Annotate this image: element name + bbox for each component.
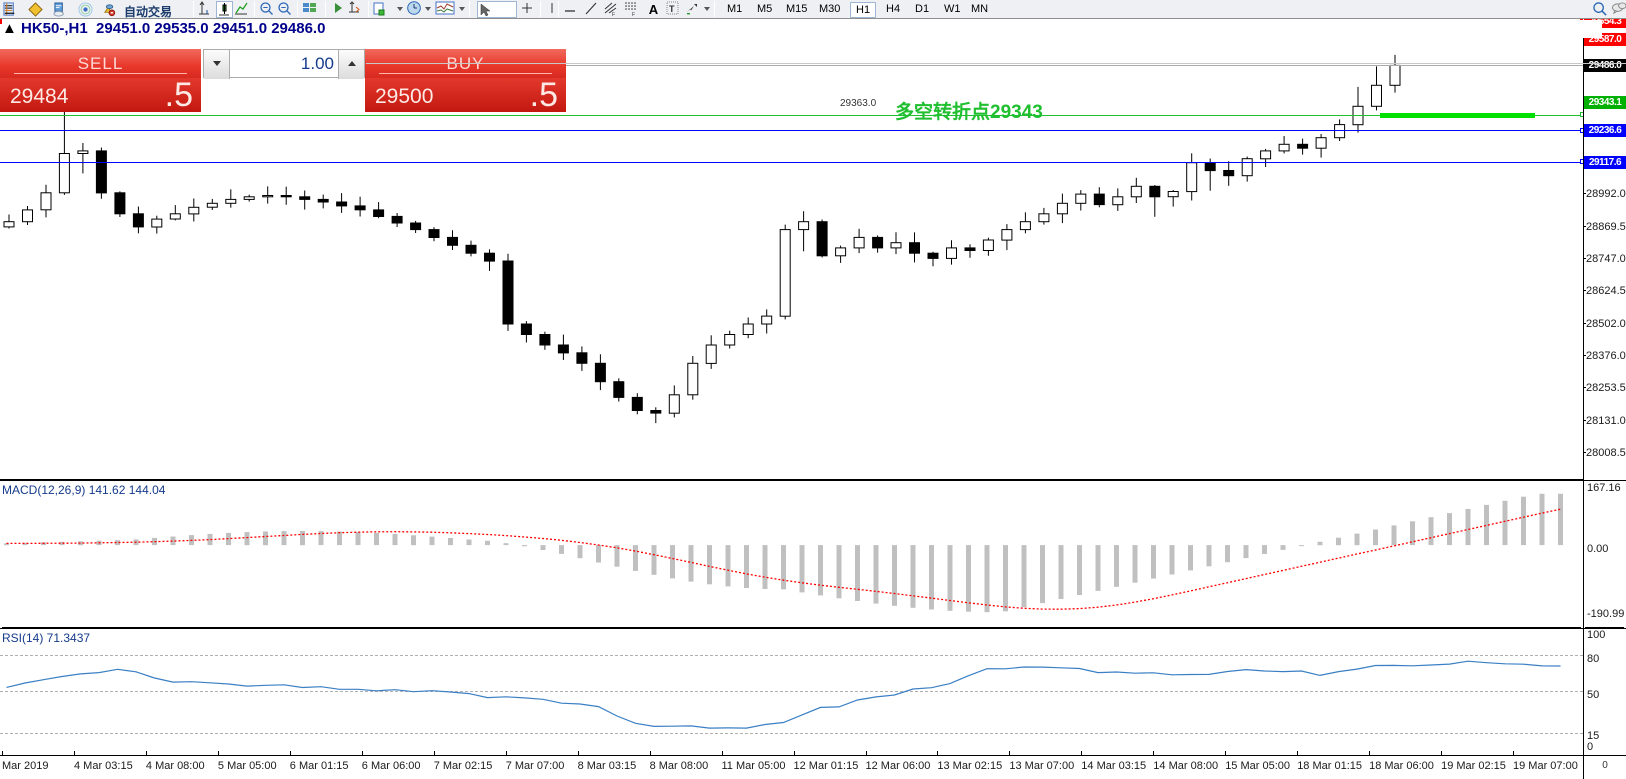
svg-text:T: T: [669, 4, 675, 14]
svg-text:F: F: [632, 12, 635, 17]
svg-text:F: F: [612, 12, 615, 17]
